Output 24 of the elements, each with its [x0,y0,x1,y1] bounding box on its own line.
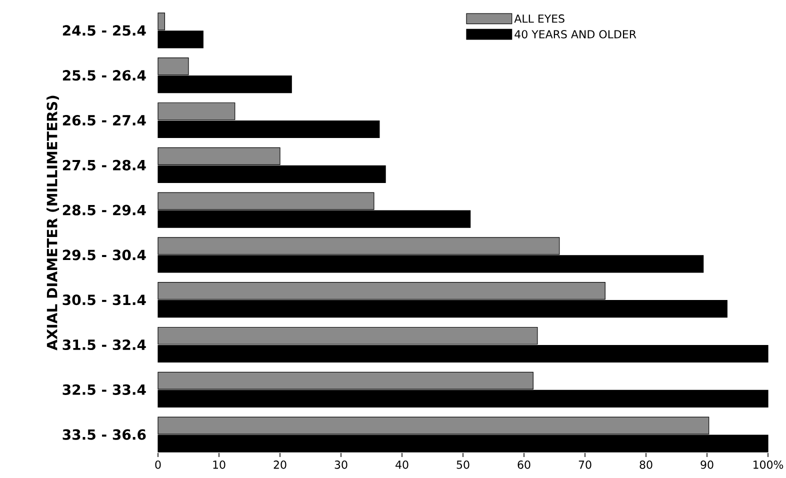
y-tick-label: 25.5 - 26.4 [62,70,146,81]
x-tick-label: 80 [640,460,652,469]
x-tick-label: 50 [456,460,470,469]
legend-label: ALL EYES [514,14,564,23]
x-tick-label: 0 [155,460,161,469]
x-tick-label: 60 [518,460,530,469]
y-tick-label: 30.5 - 31.4 [62,294,146,306]
y-tick-label: 27.5 - 28.4 [62,160,146,170]
x-tick-label: 20 [274,460,286,469]
y-tick-label: 28.5 - 29.4 [62,204,146,216]
y-tick-label: 29.5 - 30.4 [62,250,146,260]
x-tick-label: 30 [334,460,348,469]
y-tick-label: 31.5 - 32.4 [62,339,146,350]
y-tick-label: 26.5 - 27.4 [62,114,146,126]
y-tick-label: 32.5 - 33.4 [62,384,146,395]
y-axis-title: AXIAL DIAMETER (MILLIMETERS) [46,96,59,350]
x-tick-label: 70 [578,460,592,469]
y-tick-label: 33.5 - 36.6 [62,429,146,440]
legend-label: 40 YEARS AND OLDER [514,30,636,38]
y-tick-label: 24.5 - 25.4 [62,25,146,36]
x-tick-label: 40 [396,460,408,469]
x-tick-label: 10 [213,460,226,469]
x-tick-label: 90 [700,460,714,469]
x-tick-label: 100% [753,460,784,469]
